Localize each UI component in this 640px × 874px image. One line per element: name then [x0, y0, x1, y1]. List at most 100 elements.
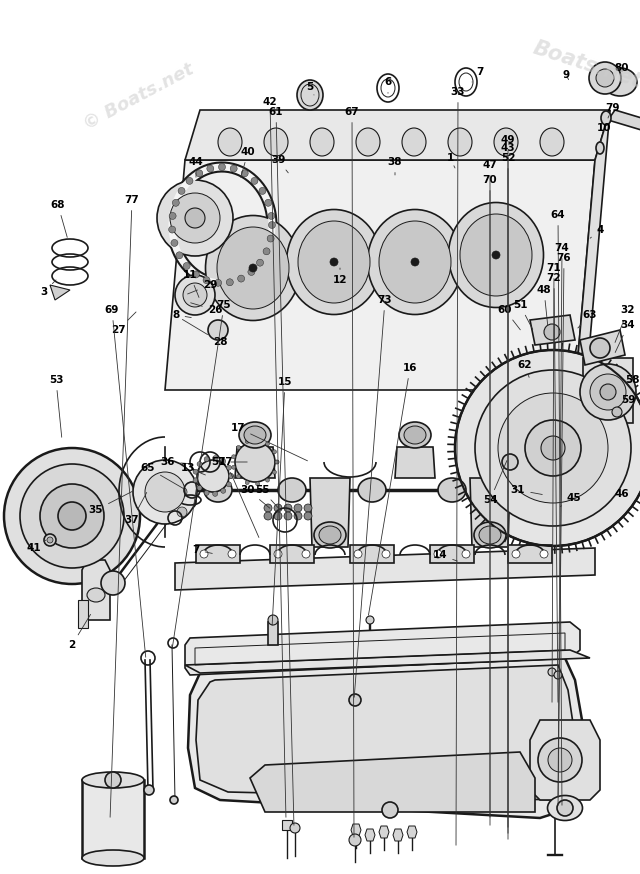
Polygon shape — [250, 752, 535, 812]
Polygon shape — [196, 545, 240, 563]
Text: 40: 40 — [241, 147, 255, 177]
Circle shape — [548, 748, 572, 772]
Text: 44: 44 — [189, 157, 204, 177]
Text: 37: 37 — [125, 492, 147, 525]
Polygon shape — [530, 315, 575, 345]
Text: 45: 45 — [561, 493, 581, 507]
Text: 53: 53 — [49, 375, 63, 437]
Polygon shape — [188, 658, 582, 818]
Text: 4: 4 — [590, 225, 604, 239]
Circle shape — [4, 448, 140, 584]
Circle shape — [525, 420, 581, 476]
Text: Boats.net: Boats.net — [530, 38, 640, 92]
Text: 79: 79 — [605, 103, 620, 118]
Circle shape — [197, 460, 229, 492]
Text: 47: 47 — [483, 160, 497, 825]
Circle shape — [212, 455, 218, 461]
Ellipse shape — [564, 475, 596, 505]
Polygon shape — [365, 829, 375, 841]
Ellipse shape — [87, 588, 105, 602]
Circle shape — [105, 772, 121, 788]
Circle shape — [208, 320, 228, 340]
Ellipse shape — [479, 526, 501, 544]
Text: 58: 58 — [625, 375, 639, 385]
Circle shape — [462, 550, 470, 558]
Text: 34: 34 — [615, 320, 636, 352]
Ellipse shape — [540, 128, 564, 156]
Polygon shape — [575, 110, 610, 390]
Circle shape — [20, 464, 124, 568]
Circle shape — [600, 384, 616, 400]
Circle shape — [265, 199, 272, 206]
Circle shape — [58, 502, 86, 530]
Ellipse shape — [516, 478, 544, 502]
Circle shape — [554, 671, 562, 679]
Text: 78: 78 — [0, 873, 1, 874]
Circle shape — [475, 370, 631, 526]
Text: 5: 5 — [307, 82, 314, 95]
Ellipse shape — [287, 210, 381, 315]
Text: 2: 2 — [68, 614, 91, 650]
Text: 35: 35 — [89, 491, 132, 515]
Circle shape — [183, 283, 207, 307]
Ellipse shape — [82, 850, 144, 866]
Circle shape — [133, 460, 197, 524]
Text: 61: 61 — [269, 107, 294, 825]
Circle shape — [245, 440, 249, 443]
Circle shape — [177, 487, 187, 497]
Ellipse shape — [449, 203, 543, 308]
Circle shape — [176, 252, 183, 259]
Circle shape — [212, 491, 218, 496]
Text: 6: 6 — [385, 77, 392, 94]
Bar — [583, 358, 633, 423]
Circle shape — [255, 438, 260, 442]
Circle shape — [544, 324, 560, 340]
Text: 39: 39 — [271, 155, 288, 173]
Ellipse shape — [244, 426, 266, 444]
Circle shape — [218, 163, 225, 170]
Polygon shape — [351, 824, 361, 836]
Circle shape — [193, 271, 200, 278]
Polygon shape — [268, 622, 278, 645]
Text: 29: 29 — [188, 280, 217, 294]
Text: 14: 14 — [433, 550, 458, 561]
Circle shape — [382, 550, 390, 558]
Circle shape — [169, 226, 175, 233]
Circle shape — [589, 62, 621, 94]
Circle shape — [197, 461, 202, 467]
Text: 76: 76 — [557, 253, 572, 805]
Circle shape — [245, 481, 249, 484]
Text: 26: 26 — [191, 302, 222, 315]
Text: 69: 69 — [105, 305, 146, 657]
Polygon shape — [430, 545, 474, 563]
Text: 22: 22 — [0, 873, 1, 874]
Circle shape — [273, 450, 276, 454]
Circle shape — [255, 482, 260, 486]
Polygon shape — [235, 447, 275, 478]
Ellipse shape — [367, 210, 463, 315]
Ellipse shape — [448, 128, 472, 156]
Text: 12: 12 — [333, 268, 348, 285]
Circle shape — [221, 459, 226, 464]
Text: 20: 20 — [0, 873, 1, 874]
Circle shape — [540, 550, 548, 558]
Text: 46: 46 — [614, 489, 629, 499]
Text: 33: 33 — [451, 87, 465, 845]
Circle shape — [266, 442, 269, 446]
Text: 72: 72 — [547, 273, 561, 702]
Ellipse shape — [356, 128, 380, 156]
Bar — [78, 600, 88, 628]
Text: 17: 17 — [219, 457, 259, 538]
Circle shape — [349, 834, 361, 846]
Circle shape — [612, 407, 622, 417]
Text: 31: 31 — [511, 485, 542, 495]
Ellipse shape — [494, 128, 518, 156]
Bar — [82, 780, 144, 858]
Circle shape — [251, 177, 258, 184]
Circle shape — [157, 180, 233, 256]
Circle shape — [268, 212, 275, 219]
Text: 23: 23 — [0, 873, 1, 874]
Ellipse shape — [264, 128, 288, 156]
Circle shape — [232, 465, 236, 469]
Text: 73: 73 — [354, 295, 392, 697]
